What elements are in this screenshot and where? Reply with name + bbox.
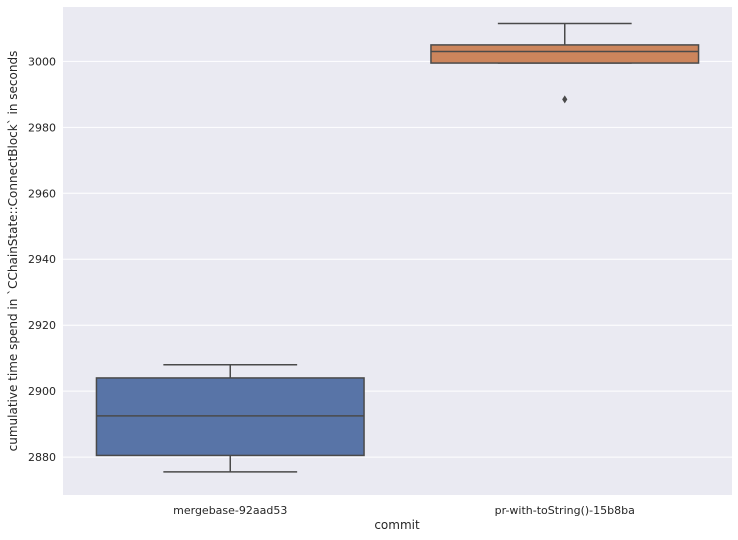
x-tick-label: pr-with-toString()-15b8ba (495, 504, 635, 517)
box-1 (95, 364, 365, 473)
y-tick-label: 2920 (28, 319, 56, 332)
y-tick-label: 2880 (28, 451, 56, 464)
x-tick-label: mergebase-92aad53 (173, 504, 287, 517)
y-tick-label: 3000 (28, 55, 56, 68)
x-axis-label: commit (374, 518, 420, 532)
iqr-box (430, 44, 700, 64)
box-series (95, 22, 700, 473)
y-tick-label: 2960 (28, 187, 56, 200)
iqr-box (95, 377, 365, 457)
y-tick-labels: 2880 2900 2920 2940 2960 2980 3000 (28, 55, 56, 464)
box-2 (430, 22, 700, 104)
y-axis-label: cumulative time spend in `CChainState::C… (6, 51, 20, 452)
outlier-point (562, 95, 568, 104)
y-tick-label: 2980 (28, 121, 56, 134)
y-tick-label: 2900 (28, 385, 56, 398)
y-tick-label: 2940 (28, 253, 56, 266)
x-tick-labels: mergebase-92aad53 pr-with-toString()-15b8… (173, 504, 635, 517)
